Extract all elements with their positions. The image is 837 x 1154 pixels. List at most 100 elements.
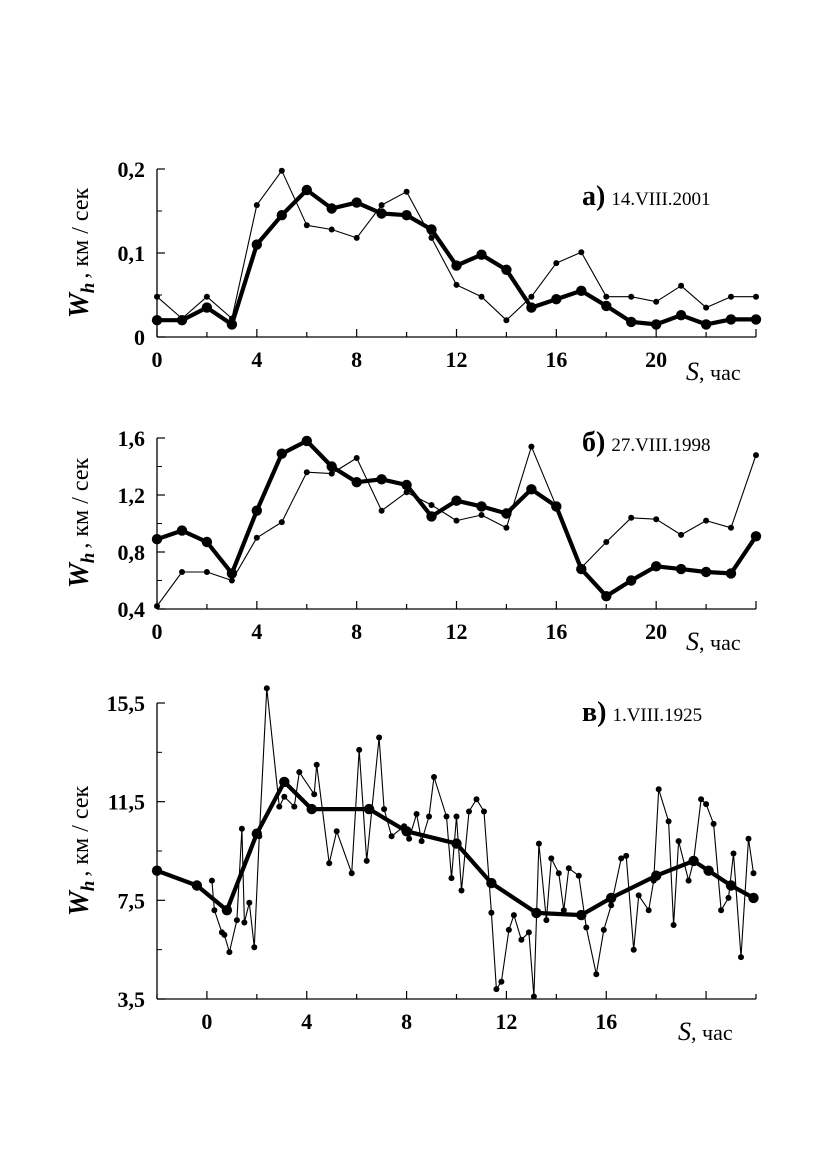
series-point-thick (151, 315, 163, 326)
y-tick-label: 0,1 (118, 241, 146, 266)
x-tick-label: 4 (251, 347, 262, 372)
series-point-thick (226, 319, 238, 330)
series-point-thin (413, 811, 420, 817)
series-point-thick (451, 260, 462, 271)
series-point-thin (510, 912, 517, 919)
series-point-thin (388, 833, 395, 840)
series-point-thick (531, 907, 542, 919)
series-point-thin (443, 813, 450, 820)
series-point-thin (670, 922, 677, 928)
y-axis-label: Wh, км / сек (64, 188, 99, 319)
y-axis-label: Wh, км / сек (64, 458, 99, 589)
series-point-thin (498, 978, 505, 985)
series-point-thick (675, 310, 687, 321)
series-point-thick (151, 534, 163, 545)
series-point-thin (458, 887, 465, 894)
series-point-thin (728, 524, 734, 531)
series-point-thin (203, 569, 210, 575)
series-point-thin (553, 260, 560, 267)
series-point-thin (211, 907, 218, 914)
series-point-thick (376, 208, 387, 219)
series-point-thick (700, 319, 712, 330)
series-point-thin (725, 894, 732, 901)
x-tick-label: 16 (545, 347, 567, 372)
x-axis-label: S, час (686, 627, 741, 656)
series-point-thin (481, 808, 487, 815)
series-point-thin (453, 813, 460, 820)
series-point-thin (303, 222, 310, 229)
series-point-thin (453, 517, 460, 524)
series-point-thin (378, 202, 385, 209)
series-point-thin (378, 507, 385, 514)
series-point-thick (351, 197, 362, 208)
series-point-thick (363, 803, 375, 815)
series-point-thin (348, 870, 355, 877)
series-point-thick (601, 591, 612, 602)
x-tick-label: 8 (351, 619, 362, 644)
x-tick-label: 8 (401, 1009, 412, 1034)
x-tick-label: 0 (152, 347, 163, 372)
series-point-thin (356, 746, 363, 753)
series-point-thick (476, 249, 487, 260)
series-point-thin (251, 944, 258, 951)
x-axis-label: S, час (678, 1017, 733, 1046)
series-point-thin (505, 926, 512, 933)
series-point-thick (576, 563, 587, 575)
series-point-thick (451, 495, 462, 506)
series-point-thin (291, 803, 298, 810)
series-point-thick (376, 474, 387, 485)
series-point-thin (645, 907, 652, 914)
panel-tag: а) 14.VIII.2001 (582, 181, 711, 212)
series-point-thin (226, 949, 233, 956)
series-point-thick (191, 880, 203, 891)
series-point-thin (623, 852, 630, 859)
series-point-thin (221, 931, 228, 938)
series-point-thick (251, 828, 262, 839)
series-point-thin (653, 298, 660, 305)
series-point-thick (276, 210, 287, 221)
x-tick-label: 20 (645, 619, 667, 644)
series-point-thin (630, 946, 637, 953)
series-point-thin (665, 818, 672, 825)
series-point-thick (526, 484, 537, 495)
series-point-thin (154, 293, 160, 300)
series-point-thin (608, 902, 615, 909)
series-point-thick (601, 300, 612, 312)
series-point-thin (703, 801, 710, 808)
series-line-thin (156, 446, 757, 607)
y-tick-label: 15,5 (107, 691, 146, 716)
series-point-thin (253, 534, 260, 541)
series-point-thin (246, 899, 253, 906)
series-point-thin (493, 986, 500, 993)
series-point-thin (678, 282, 685, 289)
series-point-thin (698, 796, 705, 803)
series-point-thin (328, 226, 335, 233)
series-point-thick (750, 531, 762, 542)
x-tick-label: 0 (152, 619, 163, 644)
x-tick-label: 12 (446, 619, 468, 644)
x-tick-label: 20 (645, 347, 667, 372)
series-point-thick (551, 294, 562, 305)
series-point-thick (351, 477, 362, 488)
x-tick-label: 16 (545, 619, 567, 644)
series-point-thick (326, 203, 337, 214)
series-point-thick (486, 877, 497, 889)
series-point-thin (750, 870, 757, 877)
series-point-thin (238, 825, 245, 832)
series-point-thin (448, 875, 455, 882)
series-point-thin (685, 877, 692, 884)
chart-panel-1: 0 0,1 0,2 0 4 8 12 16 20 S, час Wh, км / сек а) 14.V… (64, 157, 762, 386)
series-point-thick (151, 865, 163, 876)
series-point-thick (725, 568, 737, 579)
series-point-thick (451, 838, 462, 849)
series-point-thin (478, 293, 485, 300)
series-point-thick (651, 319, 662, 330)
series-point-thin (466, 808, 472, 815)
series-point-thick (551, 501, 562, 512)
series-point-thin (428, 502, 435, 508)
x-tick-label: 8 (351, 347, 362, 372)
series-point-thin (678, 531, 685, 538)
series-point-thick (700, 566, 712, 578)
series-point-thick (251, 239, 262, 250)
series-point-thin (603, 539, 610, 545)
